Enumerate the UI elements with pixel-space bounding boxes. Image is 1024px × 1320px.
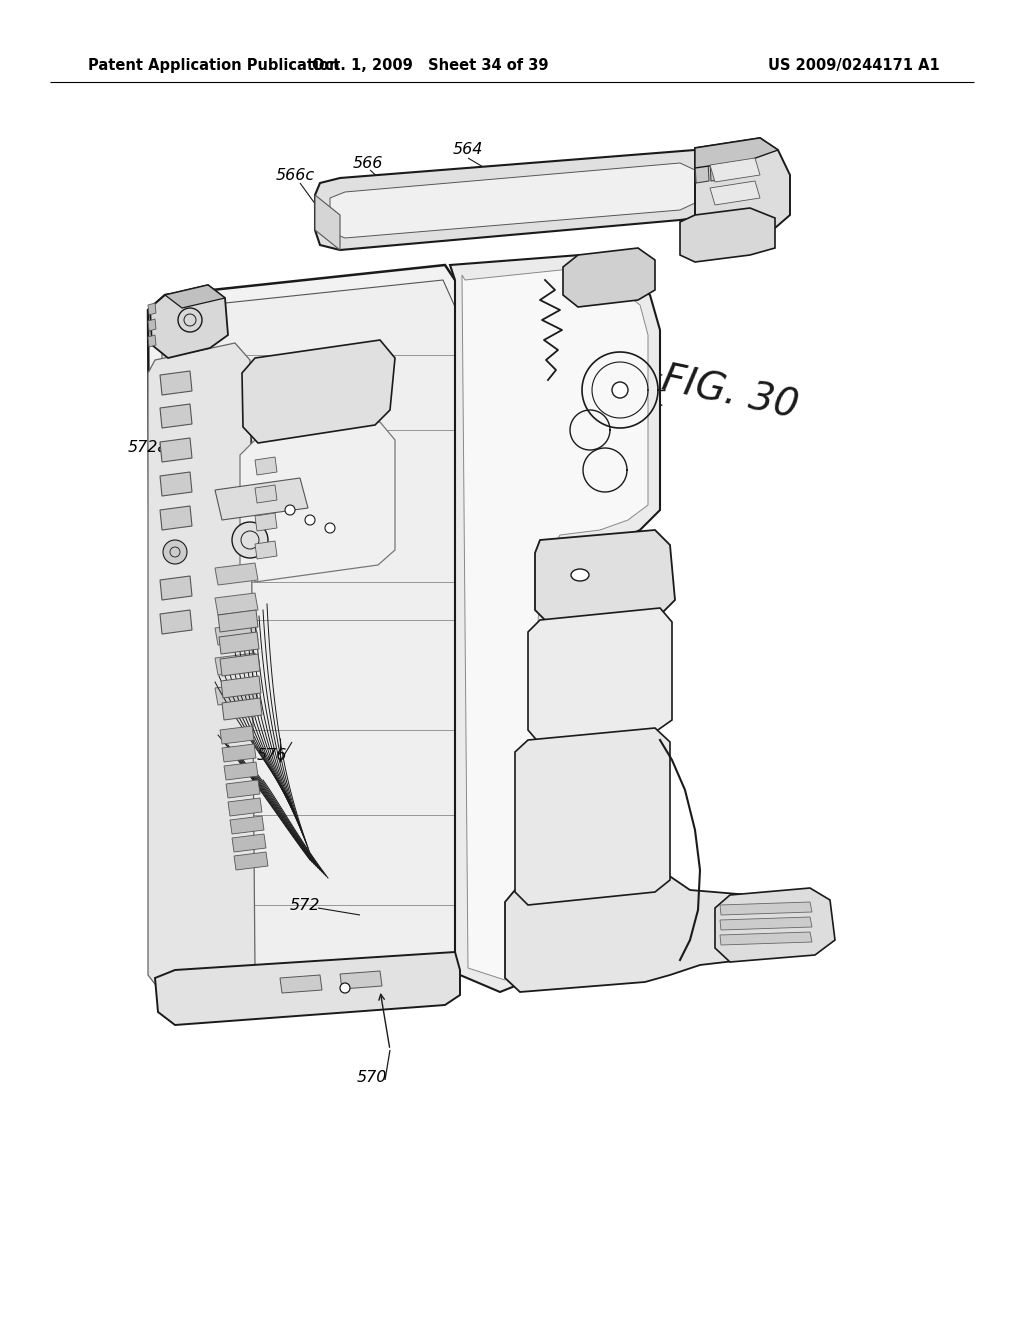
- Polygon shape: [160, 438, 193, 462]
- Circle shape: [163, 540, 187, 564]
- Polygon shape: [215, 653, 258, 675]
- Polygon shape: [340, 972, 382, 989]
- Polygon shape: [710, 158, 724, 181]
- Ellipse shape: [571, 569, 589, 581]
- Circle shape: [285, 506, 295, 515]
- Text: 572: 572: [290, 899, 321, 913]
- Text: 570: 570: [356, 1071, 387, 1085]
- Text: FIG. 30: FIG. 30: [658, 360, 802, 426]
- Polygon shape: [563, 248, 655, 308]
- Polygon shape: [255, 457, 278, 475]
- Polygon shape: [160, 404, 193, 428]
- Polygon shape: [148, 265, 480, 1001]
- Polygon shape: [230, 816, 264, 834]
- Polygon shape: [160, 610, 193, 634]
- Polygon shape: [222, 744, 256, 762]
- Circle shape: [325, 523, 335, 533]
- Polygon shape: [450, 255, 660, 993]
- Polygon shape: [505, 875, 780, 993]
- Polygon shape: [255, 484, 278, 503]
- Text: US 2009/0244171 A1: US 2009/0244171 A1: [768, 58, 940, 73]
- Polygon shape: [165, 285, 225, 308]
- Polygon shape: [160, 473, 193, 496]
- Polygon shape: [715, 888, 835, 962]
- Polygon shape: [215, 682, 258, 705]
- Polygon shape: [720, 902, 812, 915]
- Polygon shape: [315, 195, 340, 249]
- Polygon shape: [462, 268, 648, 979]
- Polygon shape: [315, 148, 745, 249]
- Polygon shape: [218, 610, 258, 632]
- Polygon shape: [150, 285, 228, 358]
- Polygon shape: [220, 726, 254, 744]
- Circle shape: [232, 521, 268, 558]
- Polygon shape: [215, 623, 258, 645]
- Polygon shape: [220, 653, 260, 676]
- Text: Oct. 1, 2009   Sheet 34 of 39: Oct. 1, 2009 Sheet 34 of 39: [311, 58, 548, 73]
- Polygon shape: [280, 975, 322, 993]
- Text: 572a: 572a: [128, 441, 168, 455]
- Polygon shape: [255, 541, 278, 558]
- Polygon shape: [720, 917, 812, 931]
- Polygon shape: [155, 952, 460, 1026]
- Polygon shape: [255, 513, 278, 531]
- Polygon shape: [226, 780, 260, 799]
- Polygon shape: [695, 139, 778, 168]
- Polygon shape: [148, 304, 156, 315]
- Text: Patent Application Publication: Patent Application Publication: [88, 58, 340, 73]
- Polygon shape: [232, 834, 266, 851]
- Polygon shape: [240, 422, 395, 582]
- Polygon shape: [330, 162, 695, 238]
- Polygon shape: [219, 632, 259, 653]
- Circle shape: [612, 381, 628, 399]
- Polygon shape: [215, 593, 258, 615]
- Polygon shape: [160, 506, 193, 531]
- Polygon shape: [148, 335, 156, 347]
- Polygon shape: [535, 531, 675, 624]
- Circle shape: [305, 515, 315, 525]
- Polygon shape: [224, 762, 258, 780]
- Polygon shape: [710, 158, 760, 182]
- Polygon shape: [710, 181, 760, 205]
- Polygon shape: [221, 676, 261, 698]
- Polygon shape: [228, 799, 262, 816]
- Polygon shape: [160, 371, 193, 395]
- Polygon shape: [222, 698, 262, 719]
- Polygon shape: [720, 932, 812, 945]
- Circle shape: [340, 983, 350, 993]
- Polygon shape: [148, 343, 255, 987]
- Polygon shape: [234, 851, 268, 870]
- Polygon shape: [515, 729, 670, 906]
- Text: 566: 566: [353, 156, 383, 170]
- Polygon shape: [148, 319, 156, 331]
- Polygon shape: [528, 609, 672, 744]
- Polygon shape: [680, 209, 775, 261]
- Text: 566c: 566c: [275, 168, 314, 182]
- Polygon shape: [215, 478, 308, 520]
- Polygon shape: [242, 341, 395, 444]
- Polygon shape: [162, 280, 460, 986]
- Polygon shape: [695, 161, 709, 183]
- Polygon shape: [215, 564, 258, 585]
- Polygon shape: [695, 139, 790, 238]
- Polygon shape: [725, 157, 739, 180]
- Text: 576: 576: [257, 747, 287, 763]
- Text: 564: 564: [453, 143, 483, 157]
- Polygon shape: [160, 576, 193, 601]
